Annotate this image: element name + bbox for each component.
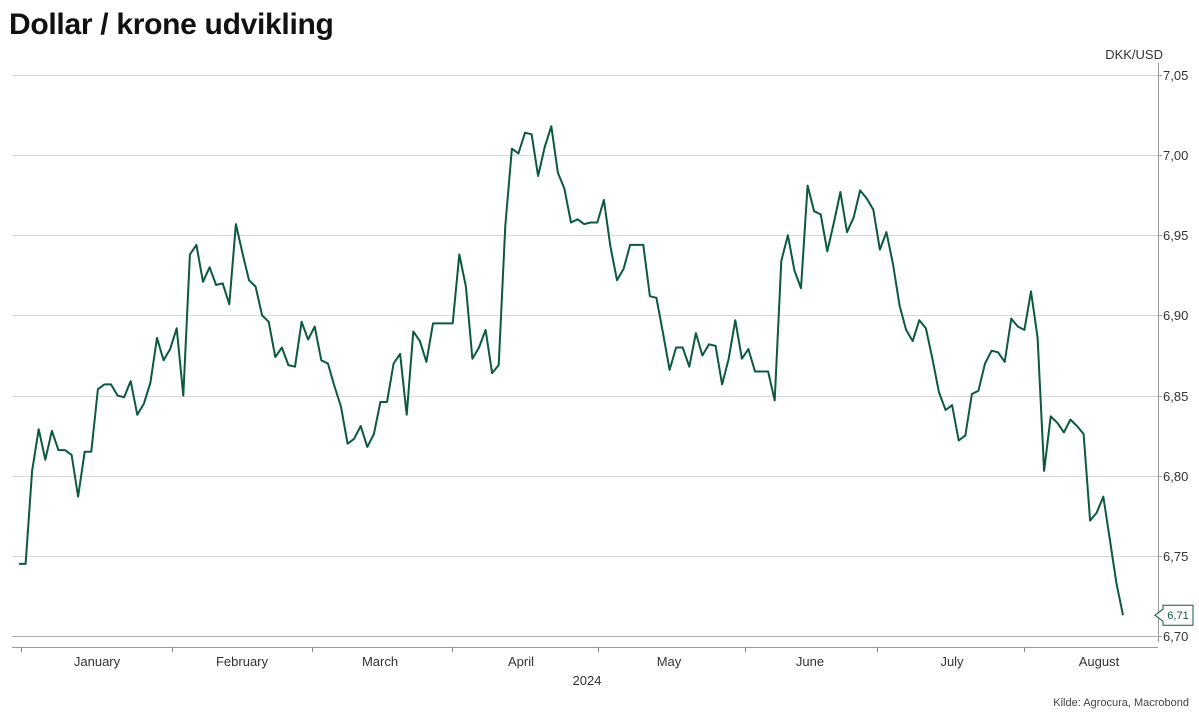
x-tick-label: January [74, 654, 121, 669]
x-tick-label: July [940, 654, 964, 669]
last-value-marker: 6,71 [1154, 604, 1194, 626]
y-tick-label: 7,05 [1163, 68, 1188, 83]
x-axis-title: 2024 [572, 673, 602, 688]
x-axis: January February March April May June July Augu… [12, 647, 1158, 669]
y-tick-label: 6,70 [1163, 629, 1188, 644]
series-line [19, 125, 1124, 616]
last-value-box [1154, 604, 1194, 626]
y-axis-unit-label: DKK/USD [1105, 47, 1163, 62]
chart-title: Dollar / krone udvikling [9, 8, 334, 41]
y-tick-label: 6,90 [1163, 308, 1188, 323]
x-tick-label: April [508, 654, 534, 669]
x-tick-label: March [362, 654, 398, 669]
x-tick-label: June [796, 654, 824, 669]
y-tick-label: 6,80 [1163, 469, 1188, 484]
source-note: Kilde: Agrocura, Macrobond [1053, 697, 1189, 709]
y-axis: 7,05 7,00 6,95 6,90 6,85 6,80 6,75 6,70 [1158, 63, 1188, 644]
x-tick-label: May [657, 654, 682, 669]
y-tick-label: 6,85 [1163, 389, 1188, 404]
x-tick-label: August [1079, 654, 1120, 669]
last-value-label: 6,71 [1167, 610, 1188, 622]
grid-lines [12, 75, 1158, 637]
y-tick-label: 6,75 [1163, 549, 1188, 564]
x-tick-label: February [216, 654, 269, 669]
y-tick-label: 6,95 [1163, 228, 1188, 243]
y-tick-label: 7,00 [1163, 148, 1188, 163]
series-group [19, 125, 1124, 616]
